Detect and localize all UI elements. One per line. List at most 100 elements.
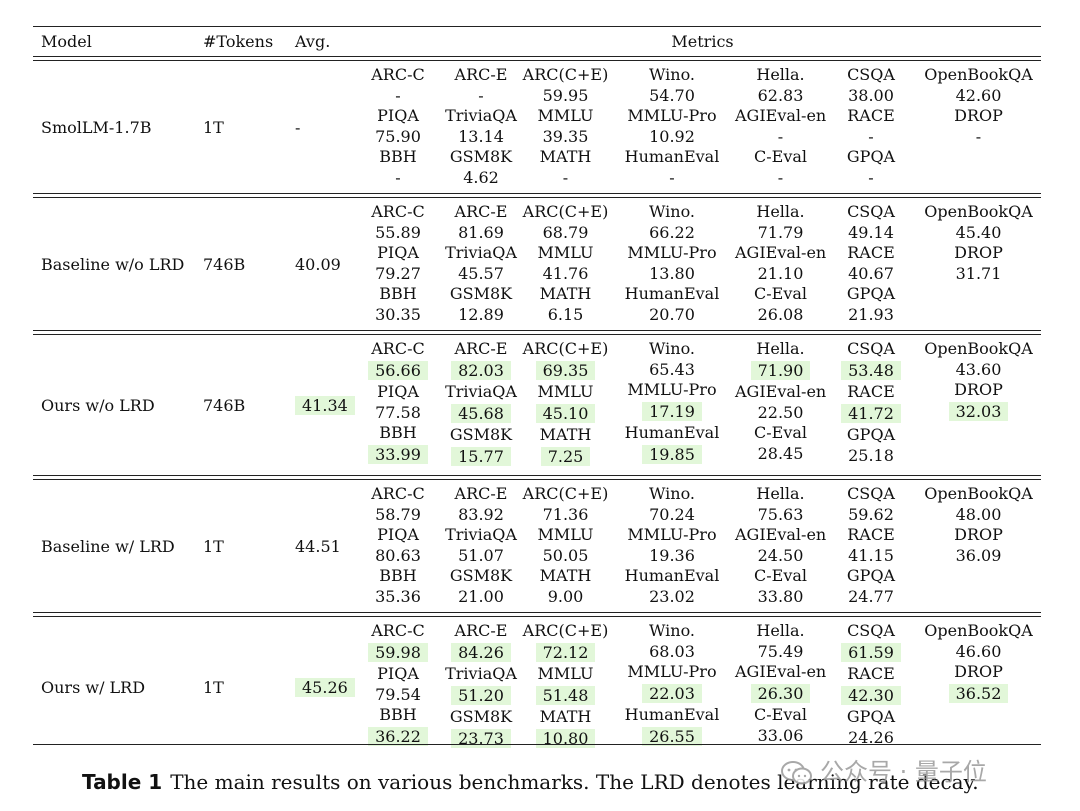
model-name: Ours w/ LRD (41, 677, 146, 697)
metric-name: MATH (539, 147, 592, 166)
header-row: Model #Tokens Avg. Metrics (33, 26, 1041, 57)
results-table: Model #Tokens Avg. Metrics SmolLM-1.7B 1T… (33, 26, 1041, 757)
metric-name: C-Eval (753, 284, 808, 303)
metric-name: Wino. (648, 339, 696, 358)
metric-value: - (975, 126, 982, 146)
metric-value: 31.71 (955, 263, 1002, 283)
model-name: Baseline w/ LRD (41, 536, 175, 556)
metric-value: - (395, 85, 401, 105)
metric-name: DROP (954, 380, 1003, 399)
model-name: SmolLM-1.7B (41, 117, 152, 137)
metric-value-line: - (916, 127, 1041, 148)
metric-name: GSM8K (449, 147, 513, 166)
metric-value: 12.89 (458, 304, 504, 324)
metric-value-line: 83.92 (440, 505, 522, 526)
metric-cell: CSQA 49.14 RACE 40.67 GPQA 21.93 (826, 198, 916, 331)
metric-cell: CSQA 59.62 RACE 41.15 GPQA 24.77 (826, 480, 916, 613)
metric-value-line: 72.12 (522, 642, 609, 665)
metric-value-line: 42.30 (826, 685, 916, 708)
metric-value-line: 33.80 (735, 587, 826, 608)
metric-value: 54.70 (649, 85, 695, 105)
metric-name: ARC-C (371, 65, 425, 84)
metric-value-line: 26.08 (735, 305, 826, 326)
metric-value: 61.59 (841, 642, 901, 662)
metric-value: 33.99 (368, 444, 428, 464)
metric-name: Hella. (756, 65, 805, 84)
metric-value-line: 10.92 (609, 127, 735, 148)
metric-value: 75.49 (757, 641, 804, 661)
metric-value: 13.80 (649, 263, 695, 283)
metric-value: 46.60 (955, 641, 1002, 661)
table-row: Baseline w/ LRD 1T 44.51 ARC-C 58.79 PIQA 80.6… (33, 480, 1041, 613)
double-rule (33, 193, 1041, 198)
metric-value-line: 51.07 (440, 546, 522, 567)
metric-value: 49.14 (848, 222, 894, 242)
metric-value-line: 51.48 (522, 685, 609, 708)
metric-value-line: 79.54 (356, 685, 440, 706)
metric-value-line: 40.67 (826, 264, 916, 285)
metric-name: RACE (847, 106, 895, 125)
metric-name: CSQA (847, 339, 895, 358)
avg-score: 41.34 (295, 395, 355, 415)
metric-value: 25.18 (848, 445, 894, 465)
metric-value-line: 49.14 (826, 223, 916, 244)
metric-value-line: 75.49 (735, 642, 826, 663)
metric-value-line: 69.35 (522, 360, 609, 383)
avg-score: 44.51 (295, 536, 341, 556)
metric-value: 81.69 (458, 222, 504, 242)
metric-value: 24.26 (848, 727, 894, 747)
metric-name: ARC(C+E) (522, 339, 609, 358)
metric-value: - (868, 167, 874, 187)
double-rule (33, 56, 1041, 61)
metric-cell: Wino. 66.22 MMLU-Pro 13.80 HumanEval 20.70 (609, 198, 735, 331)
metric-value-line: 46.60 (916, 642, 1041, 663)
metric-name: AGIEval-en (735, 525, 827, 544)
metric-name: AGIEval-en (735, 382, 827, 401)
metric-name: ARC-E (454, 65, 508, 84)
metric-value-line: 61.59 (826, 642, 916, 665)
metric-name: GPQA (846, 425, 896, 444)
metric-value-line: 45.68 (440, 403, 522, 426)
row-separator (33, 330, 1041, 335)
metric-cell: OpenBookQA 48.00 DROP 36.09 (916, 480, 1041, 613)
metric-name: ARC-E (454, 484, 508, 503)
metric-value: 32.03 (948, 401, 1009, 421)
table-row: Ours w/o LRD 746B 41.34 ARC-C 56.66 PIQA 77.58… (33, 335, 1041, 476)
metric-name: MMLU-Pro (627, 525, 717, 544)
metric-name: RACE (847, 525, 895, 544)
row-separator (33, 612, 1041, 617)
metric-value: 45.68 (451, 403, 511, 423)
metric-value-line: 32.03 (916, 401, 1041, 424)
metric-value-line: - (522, 168, 609, 189)
metric-name: BBH (379, 423, 417, 442)
metric-value: 10.92 (649, 126, 695, 146)
metric-name: RACE (847, 664, 895, 683)
token-count: 746B (203, 254, 246, 274)
metric-value-line: 24.26 (826, 728, 916, 749)
metric-value-line: 19.85 (609, 444, 735, 467)
metric-value-line: 56.66 (356, 360, 440, 383)
metric-name: HumanEval (624, 147, 720, 166)
metric-value-line: 39.35 (522, 127, 609, 148)
metric-value: 51.07 (458, 545, 504, 565)
metric-name: HumanEval (624, 423, 720, 442)
metric-value-line: 82.03 (440, 360, 522, 383)
metric-value: 17.19 (642, 401, 702, 421)
metric-name: ARC-E (454, 621, 508, 640)
header-tokens: #Tokens (195, 26, 287, 57)
metric-name: ARC-C (371, 484, 425, 503)
metric-value-line: 23.73 (440, 728, 522, 751)
metric-value: 75.63 (757, 504, 804, 524)
metric-name: GSM8K (449, 707, 513, 726)
metric-cell: CSQA 53.48 RACE 41.72 GPQA 25.18 (826, 335, 916, 476)
metric-value: 6.15 (547, 304, 584, 324)
metric-value-line: 65.43 (609, 360, 735, 381)
metric-value: 56.66 (368, 360, 428, 380)
row-separator (33, 193, 1041, 198)
metric-name: MMLU (537, 382, 594, 401)
metric-cell: ARC(C+E) 59.95 MMLU 39.35 MATH - (522, 61, 609, 194)
metric-cell: Hella. 71.90 AGIEval-en 22.50 C-Eval 28.45 (735, 335, 826, 476)
metric-name: TriviaQA (445, 106, 517, 125)
metric-value-line: 75.90 (356, 127, 440, 148)
avg-score: 45.26 (295, 677, 355, 697)
